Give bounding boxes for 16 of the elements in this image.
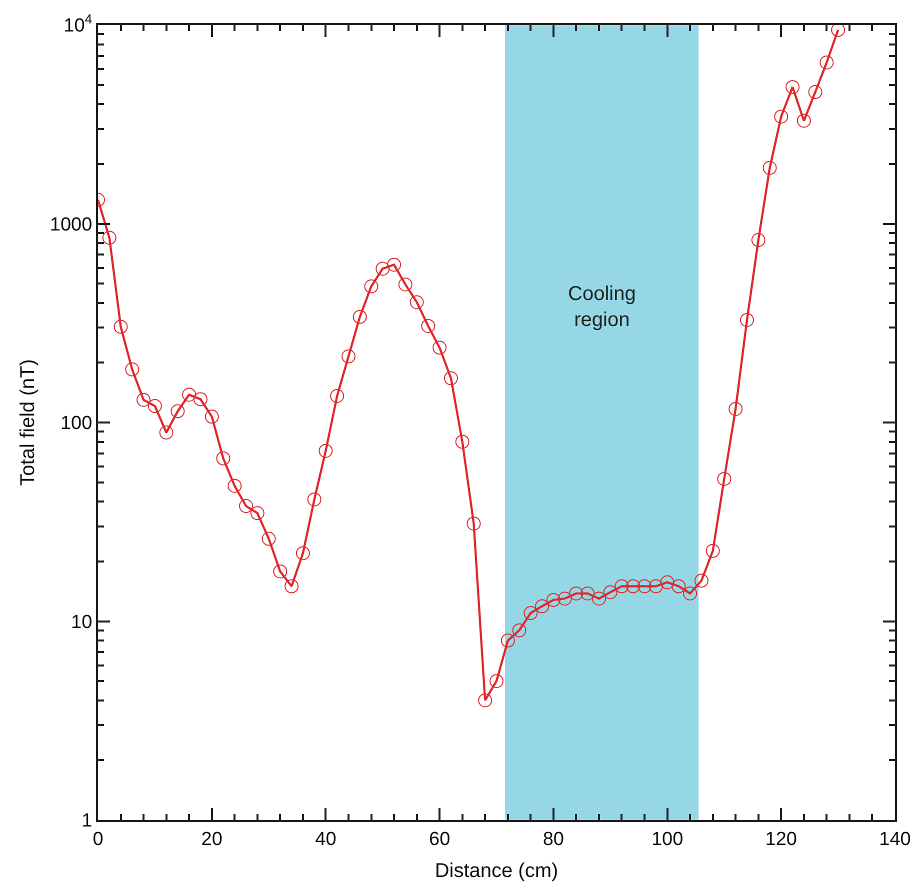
x-tick-label: 40 <box>315 828 336 850</box>
x-tick-label: 120 <box>765 828 797 850</box>
x-tick-label: 20 <box>201 828 222 850</box>
y-tick-label: 100 <box>60 413 92 434</box>
y-tick-label: 10$^{4}$ <box>64 12 92 37</box>
y-tick-label: 1 <box>82 810 92 832</box>
x-tick-label: 0 <box>92 828 104 850</box>
x-tick-label: 60 <box>429 828 450 850</box>
y-tick-label: 1000 <box>50 214 92 236</box>
x-tick-label: 140 <box>879 828 911 850</box>
x-tick-label: 100 <box>651 828 684 850</box>
x-tick-label: 80 <box>542 828 564 850</box>
x-axis-title: Distance (cm) <box>434 860 558 882</box>
y-axis-title: Total field (nT) <box>16 359 39 486</box>
y-tick-label: 10 <box>71 612 92 633</box>
band-label: Cooling region <box>568 283 636 331</box>
